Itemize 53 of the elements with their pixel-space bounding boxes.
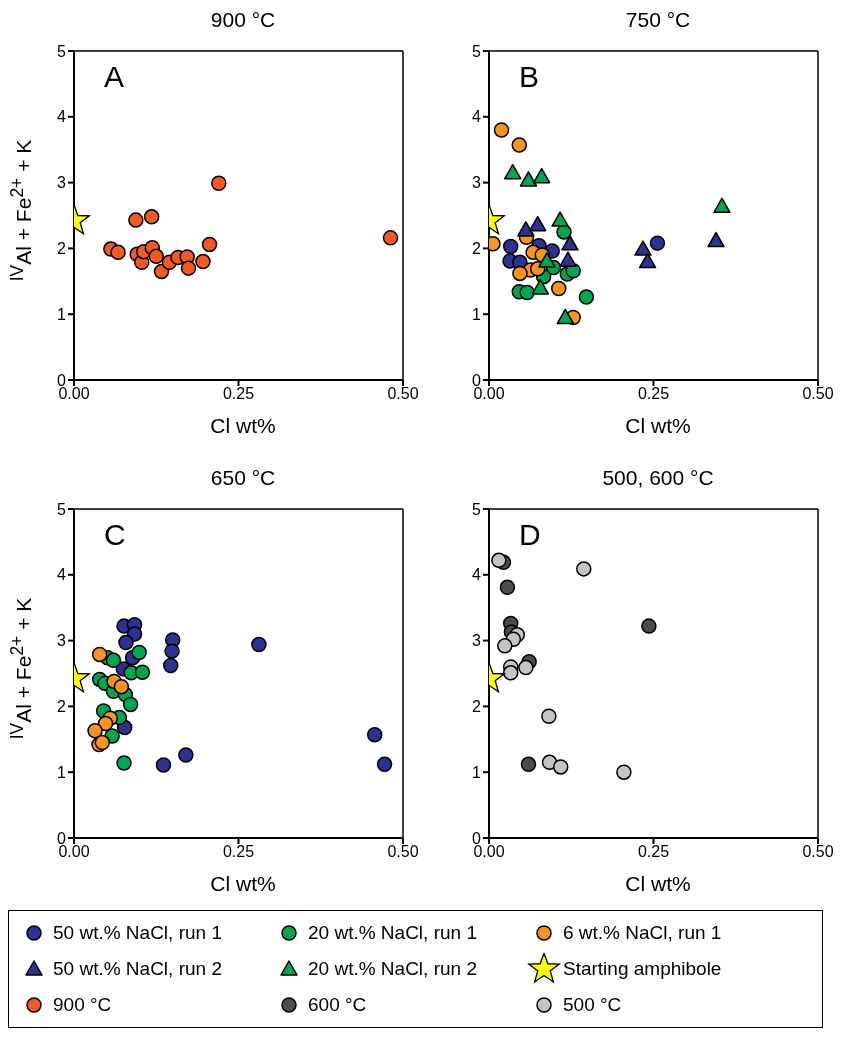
y-tick-label: 4 — [472, 566, 482, 584]
y-tick-label: 2 — [57, 698, 67, 716]
x-tick-label: 0.00 — [473, 843, 505, 861]
chart-title: 650 °C — [209, 466, 277, 491]
y-tick-label: 2 — [472, 698, 482, 716]
legend-label: 20 wt.% NaCl, run 1 — [308, 922, 477, 944]
legend-label: 500 °C — [563, 994, 622, 1016]
x-tick-label: 0.00 — [58, 385, 90, 403]
x-tick-label: 0.50 — [802, 385, 834, 403]
x-tick-label: 0.50 — [387, 843, 419, 861]
annotation: D — [519, 518, 541, 552]
x-tick-label: 0.50 — [802, 843, 834, 861]
chart-title: 500, 600 °C — [601, 466, 715, 491]
x-tick-label: 0.25 — [637, 385, 670, 403]
x-tick-label: 0.25 — [637, 843, 670, 861]
y-tick-label: 3 — [472, 632, 482, 650]
x-tick-label: 0.50 — [387, 385, 419, 403]
legend-label: 600 °C — [308, 994, 367, 1016]
x-tick-label: 0.00 — [473, 385, 505, 403]
y-tick-label: 3 — [57, 174, 67, 192]
x-axis-title: Cl wt% — [209, 872, 277, 896]
y-tick-label: 4 — [57, 108, 67, 126]
legend-label: 900 °C — [53, 994, 112, 1016]
x-axis-title: Cl wt% — [624, 872, 692, 896]
x-tick-label: 0.00 — [58, 843, 90, 861]
y-tick-label: 1 — [472, 763, 482, 781]
y-tick-label: 5 — [472, 500, 482, 518]
y-tick-label: 4 — [472, 108, 482, 126]
y-tick-label: 4 — [57, 566, 67, 584]
y-tick-label: 2 — [472, 240, 482, 258]
y-tick-label: 1 — [57, 763, 67, 781]
y-tick-label: 3 — [57, 632, 67, 650]
annotation: C — [104, 518, 126, 552]
y-tick-label: 5 — [57, 42, 67, 60]
y-tick-label: 1 — [472, 305, 482, 323]
x-tick-label: 0.25 — [222, 843, 255, 861]
legend-label: 50 wt.% NaCl, run 1 — [53, 922, 222, 944]
x-tick-label: 0.25 — [222, 385, 255, 403]
annotation: B — [519, 60, 540, 94]
legend-label: Starting amphibole — [563, 958, 722, 980]
y-tick-label: 5 — [57, 500, 67, 518]
annotation: A — [104, 60, 125, 94]
y-tick-label: 1 — [57, 305, 67, 323]
x-axis-title: Cl wt% — [624, 414, 692, 438]
y-tick-label: 5 — [472, 42, 482, 60]
chart-title: 900 °C — [209, 8, 277, 33]
y-tick-label: 2 — [57, 240, 67, 258]
legend-label: 20 wt.% NaCl, run 2 — [308, 958, 477, 980]
legend-label: 6 wt.% NaCl, run 1 — [563, 922, 722, 944]
chart-title: 750 °C — [624, 8, 692, 33]
legend-label: 50 wt.% NaCl, run 2 — [53, 958, 222, 980]
y-tick-label: 3 — [472, 174, 482, 192]
x-axis-title: Cl wt% — [209, 414, 277, 438]
